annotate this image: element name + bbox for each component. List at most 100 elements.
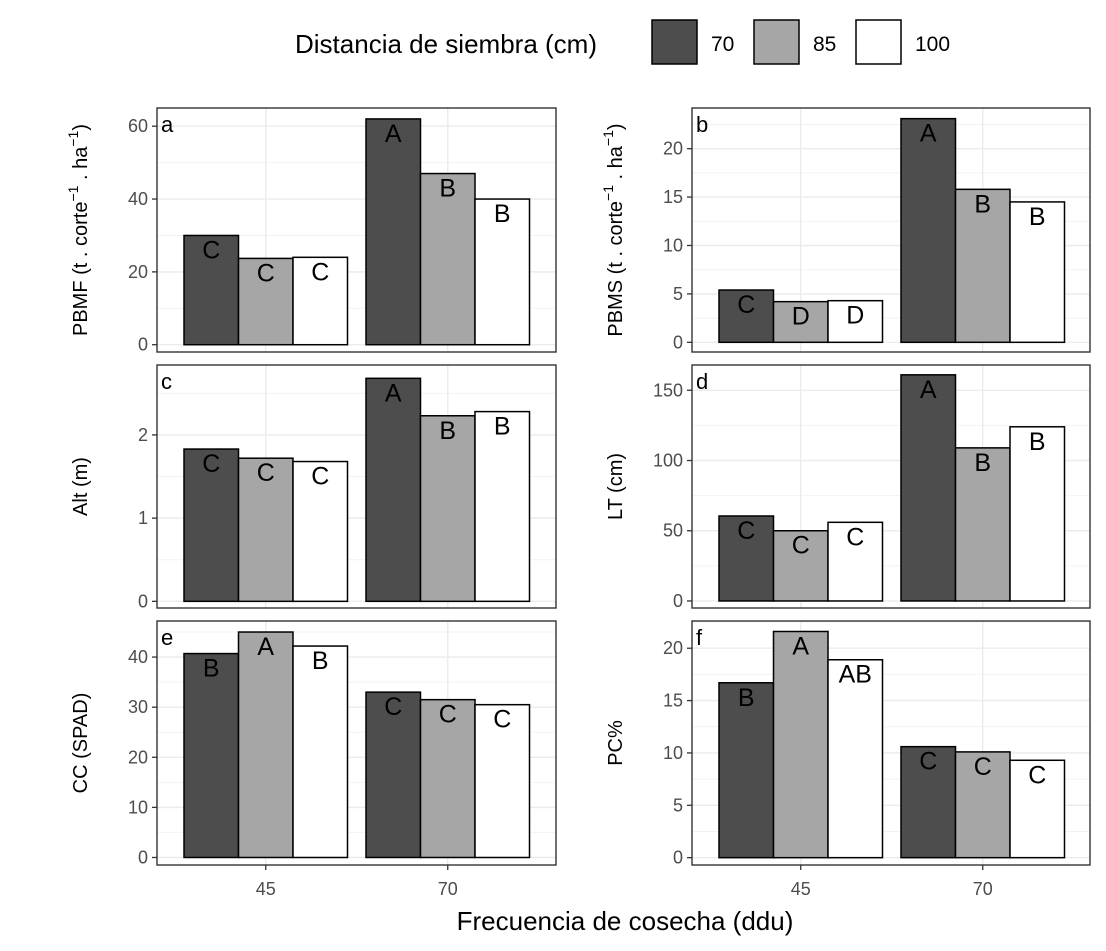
- bar-d-45-100: [827, 521, 884, 602]
- y-tick-label: 20: [663, 139, 683, 159]
- bar-c-70-85: [419, 415, 476, 603]
- bar-e-45-85: [237, 631, 294, 859]
- bar-letter: B: [312, 647, 329, 675]
- panel-d-lt: C A C B C B 0 50 100 150 d LT (cm): [605, 364, 1091, 611]
- bar-letter: C: [846, 523, 864, 551]
- bar-letter: B: [203, 655, 220, 683]
- legend-key-70: [651, 19, 698, 65]
- y-tick-label: 10: [128, 797, 148, 817]
- legend-label-100: 100: [915, 33, 950, 56]
- panel-f-pc: B C A C AB C 0 5 10 15 20 f PC%: [605, 620, 1091, 868]
- bar-e-70-70: [365, 691, 422, 859]
- bar-letter: B: [1029, 428, 1046, 456]
- bar-f-45-100: [827, 658, 884, 859]
- bar-e-70-85: [419, 698, 476, 859]
- bar-letter: D: [846, 302, 864, 330]
- panel-tag: d: [696, 369, 708, 394]
- bar-d-45-85: [772, 529, 829, 602]
- bar-letter: A: [920, 120, 937, 148]
- bar-e-70-100: [474, 703, 531, 859]
- panel-tag: c: [161, 369, 172, 394]
- y-axis-title: LT (cm): [605, 453, 627, 520]
- y-tick-label: 40: [128, 647, 148, 667]
- y-tick-label: 0: [673, 591, 683, 611]
- y-tick-label: 10: [663, 743, 683, 763]
- y-axis-title: PC%: [605, 720, 627, 766]
- bar-letter: C: [974, 753, 992, 781]
- y-tick-label: 0: [673, 848, 683, 868]
- y-tick-label: 40: [128, 189, 148, 209]
- bar-letter: A: [385, 120, 402, 148]
- y-tick-label: 0: [138, 591, 148, 611]
- legend-label-85: 85: [813, 33, 836, 56]
- y-tick-label: 0: [138, 847, 148, 867]
- x-axis-ticks: 45 70 45 70: [256, 865, 993, 899]
- legend-key-100: [855, 19, 902, 65]
- y-tick-label: 20: [663, 638, 683, 658]
- legend-key-85: [753, 19, 800, 65]
- bar-f-70-70: [900, 745, 957, 859]
- bar-letter: C: [384, 693, 402, 721]
- bar-letter: C: [737, 517, 755, 545]
- bar-letter: B: [974, 190, 991, 218]
- bar-f-70-85: [954, 751, 1011, 859]
- panel-tag: f: [696, 625, 703, 650]
- bar-letter: C: [257, 259, 275, 287]
- bar-letter: C: [311, 463, 329, 491]
- bar-b-45-100: [827, 299, 884, 344]
- bar-c-45-100: [292, 460, 349, 603]
- legend-title: Distancia de siembra (cm): [295, 29, 597, 59]
- bar-b-45-85: [772, 300, 829, 344]
- bar-c-45-70: [183, 448, 240, 603]
- bar-f-45-85: [772, 630, 829, 859]
- bar-letter: B: [439, 417, 456, 445]
- bar-letter: C: [202, 450, 220, 478]
- panel-e-cc: B C A C B C 0 10 20 30 40 e CC (SPAD): [70, 620, 557, 867]
- y-tick-label: 50: [663, 521, 683, 541]
- y-tick-label: 15: [663, 691, 683, 711]
- bar-letter: C: [257, 459, 275, 487]
- bar-a-45-85: [237, 257, 294, 346]
- bar-d-70-85: [954, 447, 1011, 602]
- y-tick-label: 30: [128, 697, 148, 717]
- bar-letter: B: [439, 175, 456, 203]
- legend: Distancia de siembra (cm) 70 85 100: [295, 19, 950, 65]
- bar-b-70-85: [954, 188, 1011, 344]
- panel-tag: b: [696, 112, 708, 137]
- bar-letter: C: [919, 748, 937, 776]
- y-tick-label: 150: [653, 380, 683, 400]
- y-tick-label: 100: [653, 451, 683, 471]
- panel-b-pbms: C A D B D B 0 5 10 15 20 b PBMS (t . corte−1 . ha−1): [600, 107, 1091, 353]
- y-tick-label: 2: [138, 425, 148, 445]
- bar-a-70-70: [365, 118, 422, 346]
- x-tick-label: 45: [791, 879, 811, 899]
- bar-a-45-100: [292, 256, 349, 346]
- bar-d-70-100: [1009, 426, 1066, 602]
- y-tick-label: 20: [128, 262, 148, 282]
- y-tick-label: 1: [138, 508, 148, 528]
- bar-b-70-70: [900, 117, 957, 344]
- legend-label-70: 70: [711, 33, 734, 56]
- bar-b-70-100: [1009, 201, 1066, 344]
- y-tick-label: 60: [128, 116, 148, 136]
- bar-a-45-70: [183, 234, 240, 346]
- bar-letter: A: [257, 633, 274, 661]
- bar-e-45-70: [183, 652, 240, 859]
- bar-letter: A: [920, 376, 937, 404]
- bar-letter: B: [738, 684, 755, 712]
- panel-border: [156, 364, 557, 609]
- bar-letter: AB: [839, 661, 872, 689]
- panel-border: [691, 107, 1091, 353]
- y-axis-title: PBMF (t . corte−1 . ha−1): [65, 124, 92, 336]
- y-tick-label: 5: [673, 795, 683, 815]
- bar-c-70-70: [365, 377, 422, 603]
- panel-border: [156, 107, 557, 353]
- y-tick-label: 0: [138, 335, 148, 355]
- y-tick-label: 15: [663, 187, 683, 207]
- x-tick-label: 70: [438, 879, 458, 899]
- x-tick-label: 45: [256, 879, 276, 899]
- bar-f-70-100: [1009, 759, 1066, 859]
- panel-c-alt: C A C B C B 0 1 2 c Alt (m): [70, 364, 557, 611]
- bar-f-45-70: [718, 682, 775, 859]
